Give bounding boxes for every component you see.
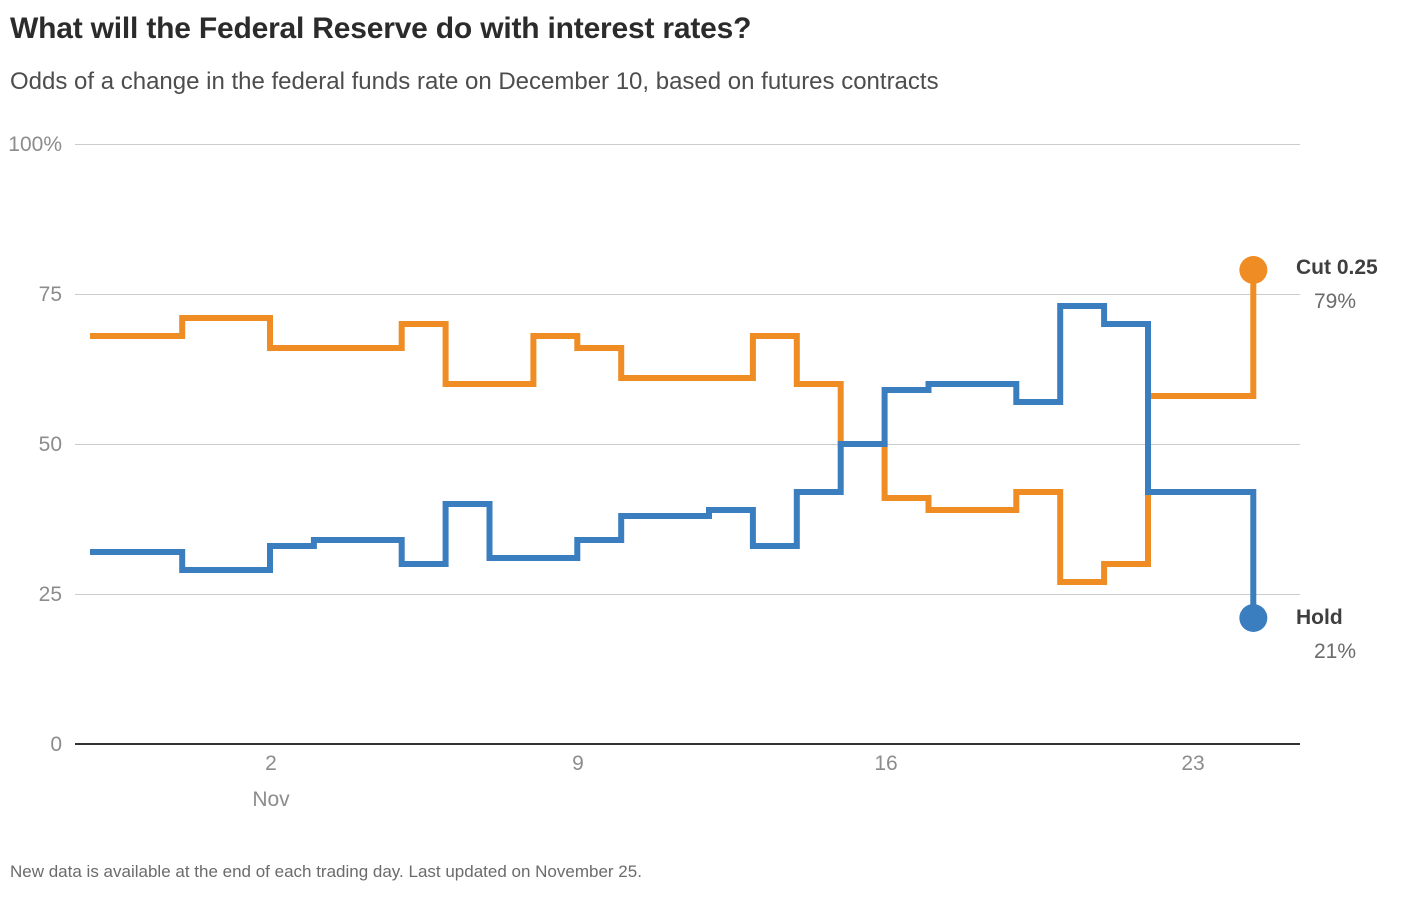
cut-series-value: 79% [1313, 290, 1356, 313]
hold-line [90, 303, 1257, 618]
footnote-text: New data is available at the end of each… [10, 862, 642, 881]
gridline-50 [75, 444, 1300, 445]
y-tick-75: 75 [38, 283, 62, 306]
series-lines [90, 256, 1268, 632]
cut-line [90, 270, 1257, 585]
y-tick-50: 50 [38, 433, 62, 456]
hold-endpoint-marker [1239, 604, 1268, 632]
gridline-25 [75, 594, 1300, 595]
hold-series-label: Hold [1296, 606, 1343, 629]
y-tick-0: 0 [50, 733, 62, 756]
gridline-75 [75, 294, 1300, 295]
cut-endpoint-marker [1239, 256, 1268, 284]
x-tick-23: 23 [1181, 752, 1205, 775]
page-title: What will the Federal Reserve do with in… [10, 12, 752, 45]
page-subtitle: Odds of a change in the federal funds ra… [10, 68, 939, 95]
plot-area: 100% 75 50 25 0 2 Nov 9 16 23 Cut 0.25 7… [8, 133, 1378, 811]
cut-series-label: Cut 0.25 [1296, 256, 1378, 279]
gridline-100 [75, 144, 1300, 145]
x-tick-16: 16 [874, 752, 898, 775]
y-tick-25: 25 [38, 583, 62, 606]
x-tick-month: Nov [252, 788, 290, 811]
y-tick-100: 100% [8, 133, 62, 156]
hold-series-value: 21% [1313, 640, 1356, 663]
x-tick-2: 2 [265, 752, 277, 775]
x-axis-line [75, 743, 1300, 745]
x-tick-9: 9 [572, 752, 584, 775]
